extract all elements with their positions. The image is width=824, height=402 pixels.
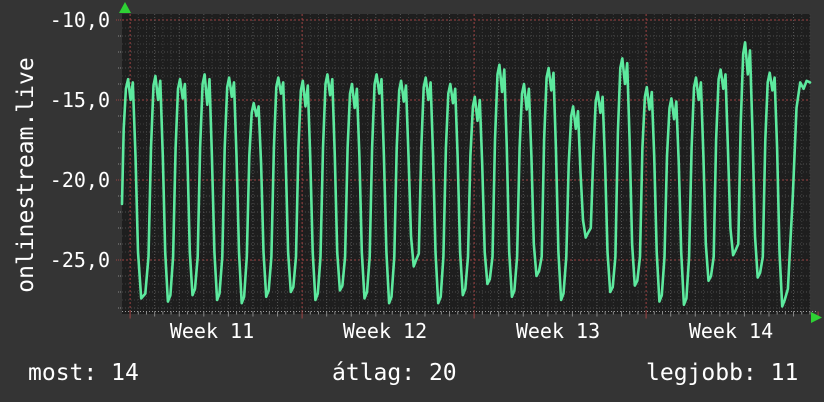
stat-atlag-value: 20 — [428, 360, 457, 386]
stat-legjobb-label: legjobb: — [646, 360, 757, 386]
x-axis-week-label: Week 13 — [515, 319, 601, 343]
stat-most: most: 14 — [28, 359, 139, 387]
stat-legjobb: legjobb: 11 — [646, 359, 798, 387]
stat-legjobb-value: 11 — [770, 360, 799, 386]
x-axis-week-label: Week 14 — [688, 319, 774, 343]
stat-most-label: most: — [28, 360, 98, 386]
data-line — [120, 41, 812, 308]
y-axis-tick-label: -15,0 — [49, 88, 110, 112]
x-axis-week-label: Week 11 — [169, 319, 255, 343]
x-axis-week-label: Week 12 — [342, 319, 428, 343]
y-axis-tick-label: -10,0 — [49, 8, 110, 32]
chart-plot-area — [116, 2, 822, 323]
y-axis-tick-label: -20,0 — [49, 168, 110, 192]
stat-most-value: 14 — [111, 360, 139, 386]
y-axis-tick-label: -25,0 — [49, 248, 110, 272]
stat-atlag-label: átlag: — [332, 360, 416, 386]
x-axis-arrow-icon — [811, 312, 822, 323]
y-axis-arrow-icon — [119, 2, 131, 13]
stat-atlag: átlag: 20 — [332, 359, 457, 387]
